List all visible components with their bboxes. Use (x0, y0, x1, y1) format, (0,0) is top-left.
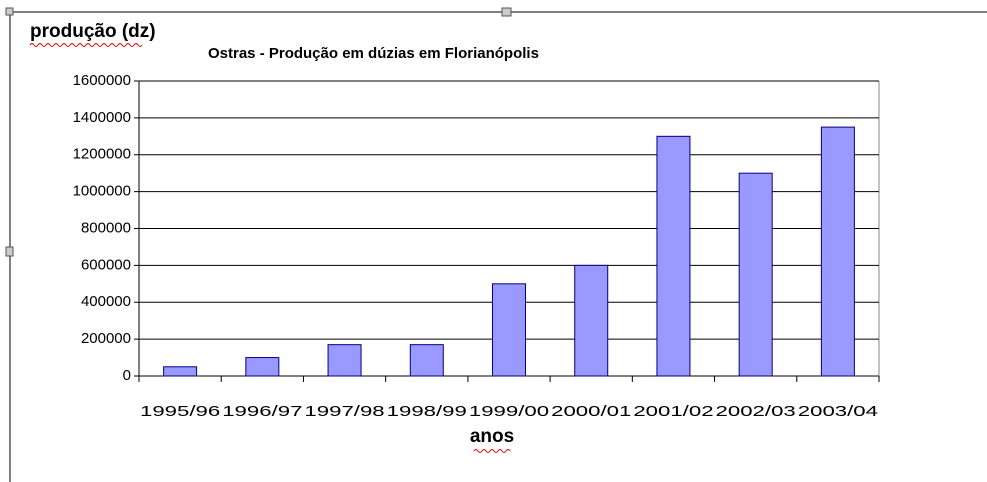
bar (163, 366, 198, 377)
x-tick-label: 1999/00 (469, 403, 549, 420)
x-tick-label: 2003/04 (798, 403, 878, 420)
y-tick-label: 1200000 (73, 146, 131, 163)
bar (327, 344, 362, 377)
x-tick-label: 2001/02 (633, 403, 713, 420)
bar (492, 283, 526, 377)
x-tick-label: 2002/03 (716, 403, 796, 420)
handle (5, 7, 14, 16)
bar (738, 172, 773, 377)
y-tick-label: 1400000 (73, 109, 131, 126)
x-axis-title: anos (470, 426, 514, 447)
chart-title: Ostras - Produção em dúzias em Florianóp… (208, 45, 539, 62)
y-tick-label: 600000 (81, 256, 131, 273)
bar (245, 357, 280, 377)
x-tick-label: 1995/96 (140, 403, 220, 420)
y-axis-title: produção (dz) (30, 21, 156, 42)
x-tick-label: 1998/99 (387, 403, 467, 420)
bar (574, 264, 609, 377)
y-tick-label: 0 (123, 367, 131, 384)
bar (656, 135, 691, 377)
y-tick-label: 1000000 (73, 183, 131, 200)
y-tick-label: 800000 (81, 219, 131, 236)
y-tick-label: 1600000 (73, 72, 131, 89)
bar (820, 126, 855, 377)
x-tick-label: 1996/97 (222, 403, 302, 420)
y-tick-label: 200000 (81, 330, 131, 347)
spell-underline (29, 43, 143, 47)
bar (409, 344, 444, 377)
handle (5, 246, 14, 257)
x-tick-label: 1997/98 (304, 403, 384, 420)
x-tick-label: 2000/01 (551, 403, 631, 420)
handle (501, 7, 512, 17)
spell-underline (473, 449, 511, 453)
y-tick-label: 400000 (81, 293, 131, 310)
